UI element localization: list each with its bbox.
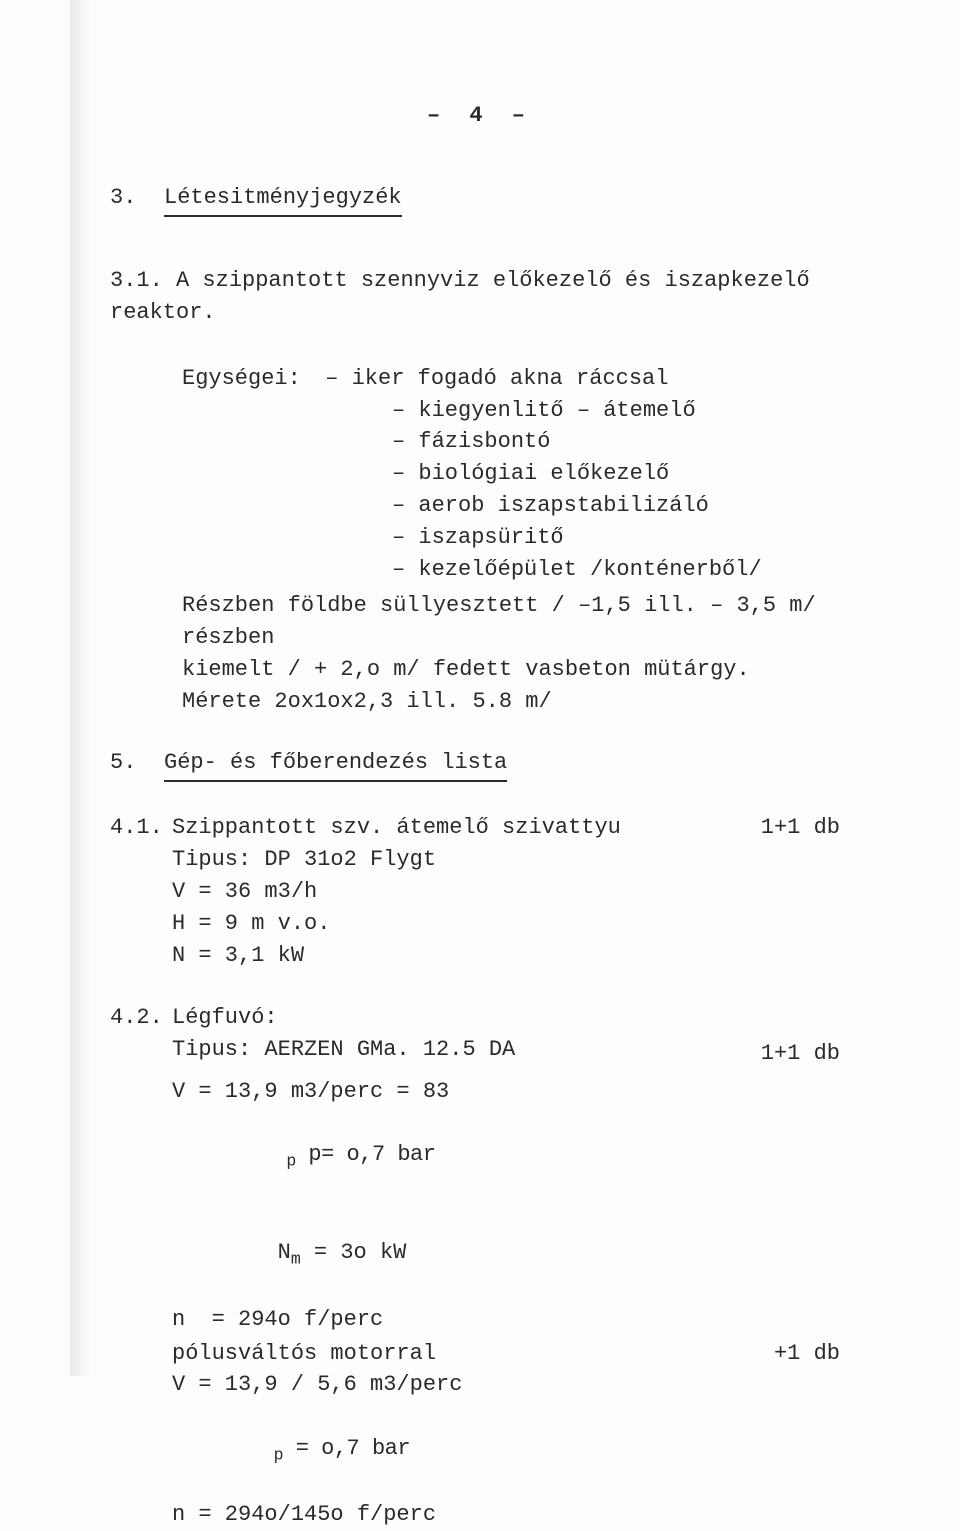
item-quantity: 1+1 db	[761, 812, 840, 844]
item-number: 4.2.	[110, 1002, 172, 1034]
subsection-number: 3.1.	[110, 268, 163, 293]
page-number: – 4 –	[427, 100, 533, 132]
spec-line: H = 9 m v.o.	[172, 908, 900, 940]
egysegei-list: Egységei: – iker fogadó akna ráccsal – k…	[182, 363, 900, 586]
egysegei-item: – kezelőépület /konténerből/	[392, 554, 900, 586]
item-title: Légfuvó:	[172, 1002, 278, 1034]
item-number: 4.1.	[110, 812, 172, 844]
section-number: 3.	[110, 182, 146, 217]
spec-line: V = 13,9 m3/perc = 83	[172, 1076, 900, 1108]
item-quantity: 1+1 db	[761, 1038, 840, 1070]
binding-shadow	[70, 0, 92, 1376]
spec-line: n = 294o/145o f/perc	[172, 1499, 900, 1531]
spec-line: V = 36 m3/h	[172, 876, 900, 908]
section-3-heading: 3. Létesitményjegyzék	[110, 182, 900, 217]
section-5-heading: 5. Gép- és főberendezés lista	[110, 747, 900, 782]
section-title: Létesitményjegyzék	[164, 182, 402, 217]
item-specs: V = 13,9 m3/perc = 83 p p= o,7 bar Nm = …	[172, 1076, 900, 1336]
item-quantity-extra: +1 db	[774, 1338, 840, 1370]
egysegei-item: – kiegyenlitő – átemelő	[392, 395, 900, 427]
egysegei-item: – fázisbontó	[392, 426, 900, 458]
spec-line: n = 294o f/perc	[172, 1304, 900, 1336]
spec-line: Tipus: DP 31o2 Flygt	[172, 844, 900, 876]
spec-line: V = 13,9 / 5,6 m3/perc	[172, 1369, 900, 1401]
spec-line: p = o,7 bar	[172, 1401, 900, 1499]
item-title: Szippantott szv. átemelő szivattyu	[172, 812, 621, 844]
subscript-p: p	[274, 1446, 283, 1465]
spec-line: p p= o,7 bar	[172, 1107, 900, 1205]
equipment-item-4-2: 4.2. Légfuvó: Tipus: AERZEN GMa. 12.5 DA…	[110, 1002, 900, 1531]
document-page: – 4 – 3. Létesitményjegyzék 3.1. A szipp…	[0, 0, 960, 1376]
egysegei-item: – iker fogadó akna ráccsal	[325, 366, 668, 391]
section-3-1: 3.1. A szippantott szennyviz előkezelő é…	[110, 265, 900, 329]
egysegei-item: – iszapsüritő	[392, 522, 900, 554]
section-number: 5.	[110, 747, 146, 782]
description-line: Mérete 2ox1ox2,3 ill. 5.8 m/	[182, 686, 900, 718]
equipment-item-4-1: 4.1. Szippantott szv. átemelő szivattyu …	[110, 812, 900, 971]
spec-line: Nm = 3o kW	[172, 1206, 900, 1304]
spec-line: N = 3,1 kW	[172, 940, 900, 972]
subsection-title: A szippantott szennyviz előkezelő és isz…	[110, 268, 810, 325]
description-line: Részben földbe süllyesztett / –1,5 ill. …	[182, 590, 900, 654]
egysegei-item: – biológiai előkezelő	[392, 458, 900, 490]
section-title: Gép- és főberendezés lista	[164, 747, 507, 782]
subscript-m: m	[291, 1250, 301, 1269]
description-line: kiemelt / + 2,o m/ fedett vasbeton mütár…	[182, 654, 900, 686]
subscript-p: p	[286, 1152, 295, 1171]
egysegei-label: Egységei:	[182, 363, 312, 395]
egysegei-item: – aerob iszapstabilizáló	[392, 490, 900, 522]
item-specs: Tipus: DP 31o2 Flygt V = 36 m3/h H = 9 m…	[172, 844, 900, 972]
polus-block: pólusváltós motorral +1 db V = 13,9 / 5,…	[172, 1338, 900, 1531]
